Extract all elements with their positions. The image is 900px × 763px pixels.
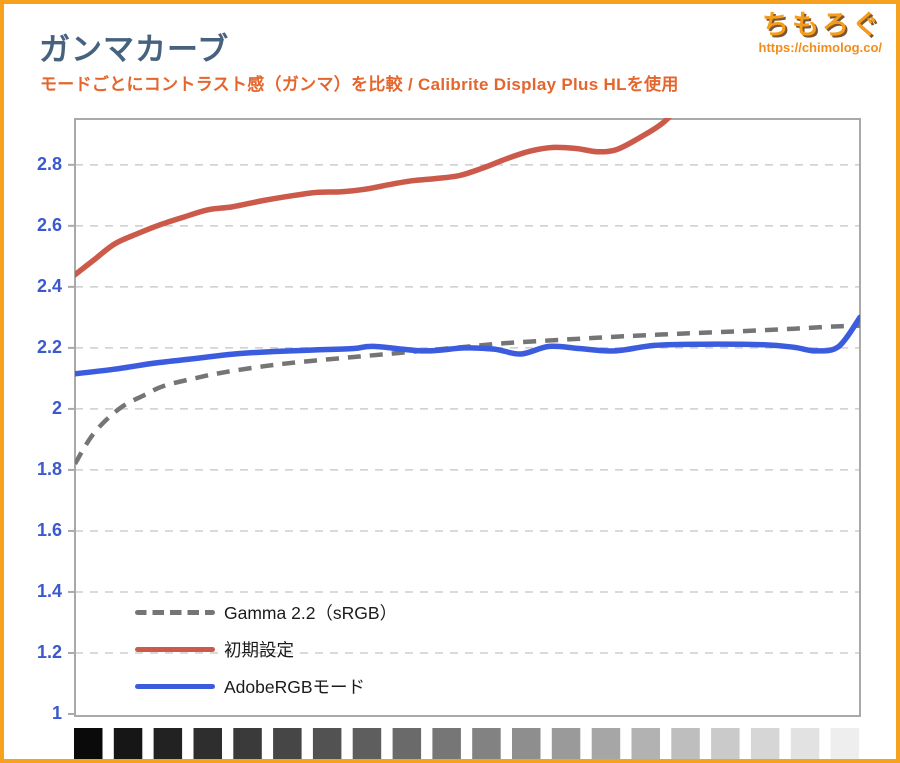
grayscale-patch (591, 728, 621, 759)
y-tick-label: 1.4 (36, 580, 62, 601)
y-tick-label: 1 (51, 703, 62, 723)
grayscale-patch (233, 728, 262, 759)
grayscale-patch (551, 728, 581, 759)
legend-swatch-blue (135, 684, 215, 689)
page-subtitle: モードごとにコントラスト感（ガンマ）を比較 / Calibrite Displa… (40, 75, 679, 94)
legend-label: 初期設定 (224, 640, 294, 660)
grayscale-patch (273, 728, 302, 759)
legend-item-adobergb-mode: AdobeRGBモード (135, 674, 397, 699)
y-tick-label: 1.8 (36, 458, 62, 479)
y-tick-label: 2 (51, 397, 62, 418)
grayscale-patch (74, 728, 103, 759)
series-line-gamma22-srgb (75, 323, 860, 465)
site-logo: ちもろぐ https://chimolog.co/ (759, 10, 883, 56)
grayscale-patch (790, 728, 820, 759)
page-title: ガンマカーブ (39, 32, 230, 67)
grayscale-patch (631, 728, 660, 759)
grayscale-patch (392, 728, 422, 759)
site-logo-url: https://chimolog.co/ (758, 40, 883, 56)
y-tick-label: 1.2 (36, 641, 62, 662)
grayscale-patch (512, 728, 541, 759)
series-line-adobergb-mode (75, 314, 860, 377)
gamma-chart (68, 118, 861, 759)
legend-label: AdobeRGBモード (224, 677, 366, 697)
y-tick-label: 2.2 (36, 336, 62, 357)
grayscale-patch (830, 728, 860, 759)
legend-item-default-mode: 初期設定 (135, 637, 397, 662)
y-tick-label: 2.6 (36, 214, 62, 235)
grayscale-patch (671, 728, 700, 759)
y-tick-label: 1.6 (36, 519, 62, 540)
site-logo-text: ちもろぐ (762, 10, 882, 40)
grayscale-patch (113, 728, 143, 759)
grayscale-patch (432, 728, 461, 759)
legend-item-gamma22: Gamma 2.2（sRGB） (135, 600, 397, 625)
series-line-default-mode (75, 118, 673, 278)
grayscale-patch (312, 728, 342, 759)
legend-swatch-red (135, 647, 215, 652)
grayscale-patch (352, 728, 382, 759)
grayscale-patch (711, 728, 740, 759)
y-tick-label: 2.4 (36, 275, 62, 296)
grayscale-patch (193, 728, 222, 759)
grayscale-patch (750, 728, 780, 759)
grayscale-patch (153, 728, 183, 759)
legend-label: Gamma 2.2（sRGB） (224, 603, 398, 623)
plot-border (74, 118, 861, 717)
legend-swatch-dashed-gray (135, 610, 215, 615)
chart-legend: Gamma 2.2（sRGB） 初期設定 AdobeRGBモード (135, 600, 397, 711)
y-tick-label: 2.8 (36, 153, 62, 174)
grayscale-patch (472, 728, 501, 759)
